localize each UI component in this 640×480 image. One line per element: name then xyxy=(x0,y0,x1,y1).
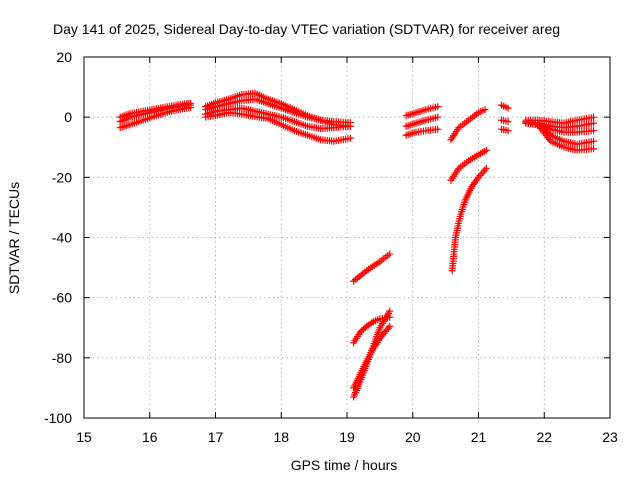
x-tick-label: 18 xyxy=(273,429,289,445)
data-point xyxy=(434,103,442,111)
x-axis-label: GPS time / hours xyxy=(291,457,398,473)
data-points xyxy=(116,89,598,401)
series-arc-2b xyxy=(202,95,354,127)
grid-lines xyxy=(84,57,610,418)
data-point xyxy=(504,104,512,112)
data-point xyxy=(434,125,442,133)
series-arc-1c xyxy=(116,104,195,132)
series-arc-5a xyxy=(447,106,489,144)
data-point xyxy=(359,325,367,333)
data-point xyxy=(187,104,195,112)
data-point xyxy=(590,119,598,127)
series-arc-6b xyxy=(498,116,512,126)
data-point xyxy=(386,307,394,315)
data-point xyxy=(481,166,489,174)
series-arc-3a xyxy=(350,250,394,285)
data-point xyxy=(368,319,376,327)
x-tick-label: 22 xyxy=(536,429,552,445)
series-arc-5b xyxy=(447,146,490,184)
data-point xyxy=(504,127,512,135)
series-arc-2d xyxy=(202,109,354,145)
data-point xyxy=(482,164,490,172)
data-point xyxy=(358,327,366,335)
x-tick-label: 17 xyxy=(208,429,224,445)
x-tick-label: 23 xyxy=(602,429,618,445)
x-tick-label: 20 xyxy=(405,429,421,445)
y-tick-label: -20 xyxy=(52,169,72,185)
data-point xyxy=(386,322,394,330)
x-tick-label: 15 xyxy=(76,429,92,445)
x-tick-label: 21 xyxy=(471,429,487,445)
data-point xyxy=(590,113,598,121)
data-point xyxy=(346,134,354,142)
y-axis-label: SDTVAR / TECUs xyxy=(6,182,22,294)
y-tick-label: -100 xyxy=(44,410,72,426)
series-arc-6c xyxy=(498,125,512,135)
data-point xyxy=(590,145,598,153)
data-point xyxy=(590,127,598,135)
y-tick-label: 20 xyxy=(56,49,72,65)
series-arc-4b xyxy=(402,113,442,130)
data-point xyxy=(478,170,486,178)
axis-ticks: 15 16 17 18 19 20 21 22 23 -100 -80 -60 -40 -20 0 20 xyxy=(44,49,618,445)
series-arc-3d xyxy=(350,322,394,392)
data-point xyxy=(482,146,490,154)
series-arc-5c xyxy=(448,164,490,275)
data-point xyxy=(504,118,512,126)
chart-title: Day 141 of 2025, Sidereal Day-to-day VTE… xyxy=(53,21,560,37)
series-arc-4a xyxy=(402,103,442,120)
y-tick-label: -40 xyxy=(52,230,72,246)
y-tick-label: 0 xyxy=(64,109,72,125)
series-arc-6a xyxy=(498,101,512,112)
series-arc-7e xyxy=(522,119,598,154)
x-tick-label: 16 xyxy=(142,429,158,445)
data-point xyxy=(590,137,598,145)
data-point xyxy=(479,168,487,176)
data-point xyxy=(481,106,489,114)
series-arc-4c xyxy=(402,125,442,139)
data-point xyxy=(356,328,364,336)
y-tick-label: -60 xyxy=(52,290,72,306)
data-point xyxy=(384,324,392,332)
y-tick-label: -80 xyxy=(52,350,72,366)
data-point xyxy=(346,122,354,130)
series-arc-2c xyxy=(202,104,354,133)
data-point xyxy=(434,113,442,121)
plot-frame xyxy=(83,56,611,419)
x-tick-label: 19 xyxy=(339,429,355,445)
data-point xyxy=(386,250,394,258)
